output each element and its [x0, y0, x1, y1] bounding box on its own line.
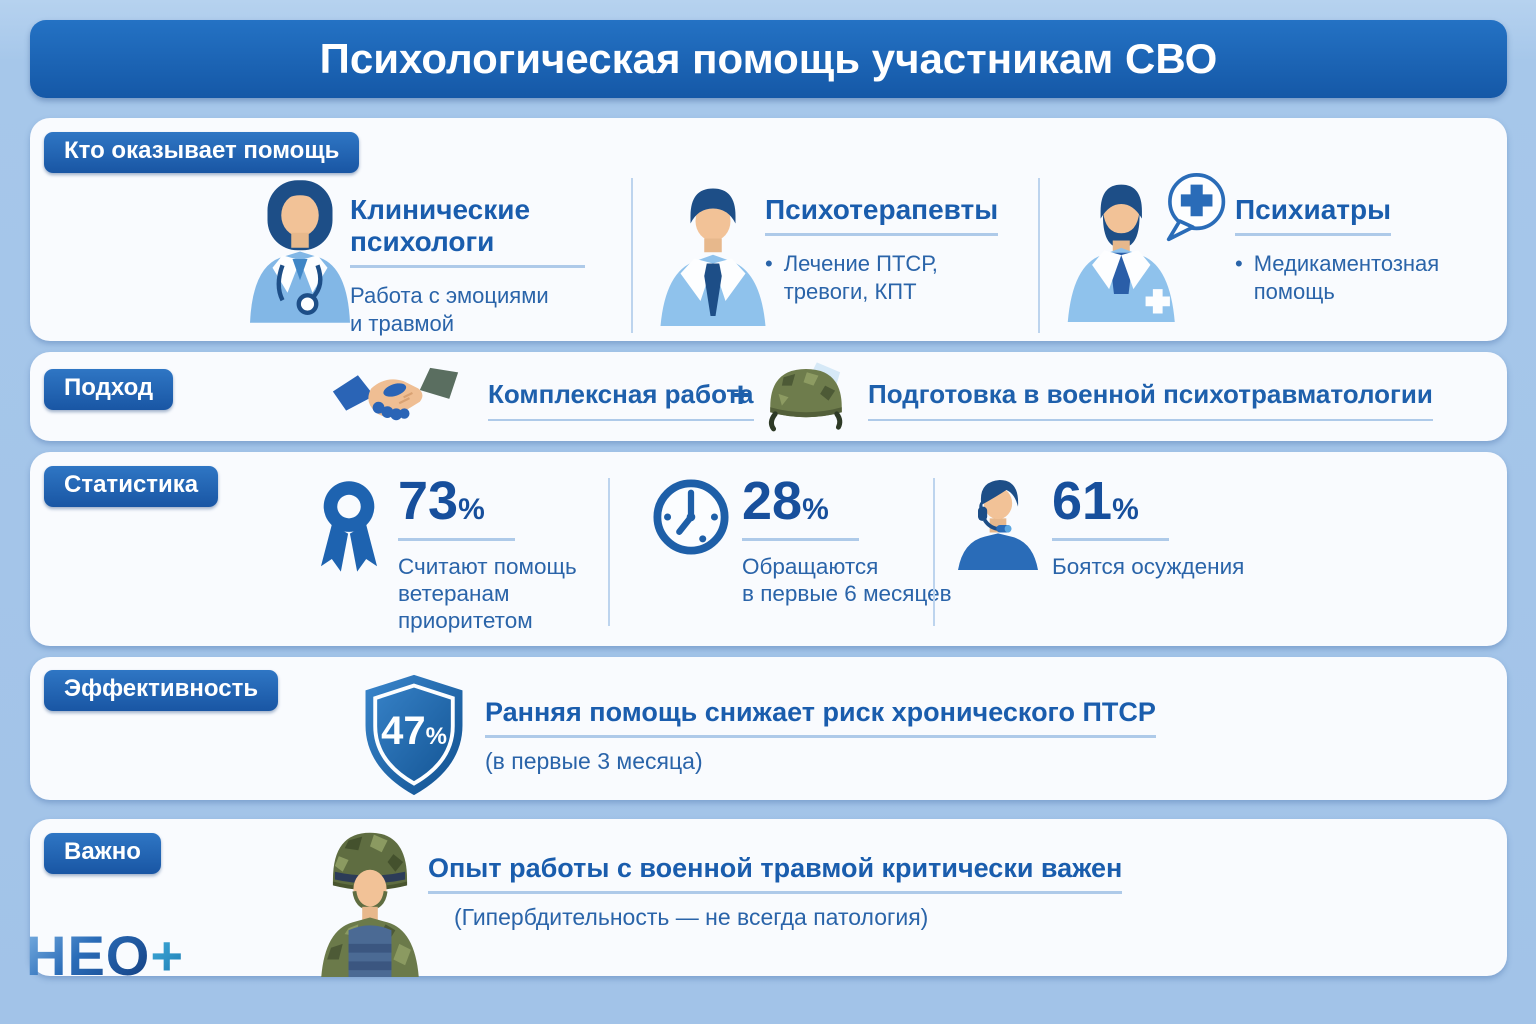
statistics-badge: Статистика [44, 466, 219, 507]
stat-value: 73 [398, 471, 459, 531]
approach-badge: Подход [44, 369, 174, 410]
provider-desc: Работа с эмоциями и травмой [350, 283, 549, 336]
approach-work-text: Комплексная работа [488, 379, 754, 421]
provider-desc: Лечение ПТСР, тревоги, КПТ [783, 251, 938, 304]
stat-caption: Боятся осуждения [1052, 554, 1245, 579]
stat-caption: Считают помощь ветеранам приоритетом [398, 554, 577, 633]
important-badge: Важно [44, 833, 161, 874]
stat-caption: Обращаются в первые 6 месяцев [742, 554, 952, 606]
important-heading: Опыт работы с военной травмой критически… [428, 853, 1123, 895]
approach-training-label: Подготовка в военной психотравматологии [868, 379, 1433, 421]
bullet-dot: • [1235, 251, 1243, 277]
section-providers: Кто оказывает помощь Клинические психоло… [30, 118, 1507, 341]
logo-text: НЕО [26, 924, 151, 987]
important-note: (Гипербдительность — не всегда патология… [454, 904, 929, 931]
shield-icon [355, 671, 473, 804]
shield-value-number: 47 [381, 709, 426, 753]
provider-item-1: Клинические психологи Работа с эмоциями … [350, 194, 585, 337]
male-doctor-icon [638, 176, 788, 331]
headset-person-icon [948, 470, 1048, 575]
plus-sign: + [730, 374, 752, 415]
effectiveness-heading: Ранняя помощь снижает риск хронического … [485, 697, 1156, 739]
divider [631, 178, 633, 333]
bullet-dot: • [765, 251, 773, 277]
provider-heading: Психотерапевты [765, 194, 999, 237]
provider-heading: Клинические психологи [350, 194, 585, 269]
bearded-doctor-cross-icon [1048, 170, 1231, 327]
section-statistics: Статистика 73% Считают помощь ветеранам … [30, 452, 1507, 646]
title-banner: Психологическая помощь участникам СВО [30, 20, 1507, 98]
important-heading-wrap: Опыт работы с военной травмой критически… [428, 853, 1123, 931]
stat-2: 28% Обращаются в первые 6 месяцев [742, 474, 952, 607]
shield-value-unit: % [425, 723, 447, 750]
effectiveness-badge: Эффективность [44, 670, 279, 711]
stat-3: 61% Боятся осуждения [1052, 474, 1244, 580]
effectiveness-heading-wrap: Ранняя помощь снижает риск хронического … [485, 697, 1156, 775]
divider [1038, 178, 1040, 333]
section-approach: Подход Комплексная работа + [30, 352, 1507, 441]
shield-value: 47% [355, 709, 473, 754]
provider-item-2: Психотерапевты • Лечение ПТСР, тревоги, … [765, 194, 1010, 305]
divider [608, 478, 610, 626]
stat-unit: % [458, 493, 485, 526]
military-helmet-icon [760, 359, 852, 443]
page-title: Психологическая помощь участникам СВО [319, 35, 1218, 82]
provider-heading: Психиатры [1235, 194, 1391, 237]
stat-value: 61 [1052, 471, 1113, 531]
female-doctor-icon [225, 170, 375, 328]
stat-1: 73% Считают помощь ветеранам приоритетом [398, 474, 577, 634]
section-effectiveness: Эффективность 47% Ранняя помощь снижает … [30, 657, 1507, 800]
clock-icon [648, 474, 734, 565]
stat-unit: % [802, 493, 829, 526]
stat-value: 28 [742, 471, 803, 531]
award-ribbon-icon [308, 474, 390, 583]
section-important: Важно [30, 819, 1507, 977]
stat-number: 73% [398, 474, 515, 541]
provider-desc-row: • Лечение ПТСР, тревоги, КПТ [765, 250, 1010, 305]
soldier-icon [292, 821, 448, 982]
approach-work-label: Комплексная работа [488, 379, 754, 421]
handshake-icon [318, 362, 473, 437]
provider-desc-row: • Медикаментозная помощь [1235, 250, 1485, 305]
stat-unit: % [1112, 493, 1139, 526]
provider-item-3: Психиатры • Медикаментозная помощь [1235, 194, 1485, 305]
approach-training-text: Подготовка в военной психотравматологии [868, 379, 1433, 421]
stat-number: 61% [1052, 474, 1169, 541]
provider-desc: Медикаментозная помощь [1253, 251, 1440, 304]
logo-plus-sign: + [150, 924, 185, 987]
effectiveness-note: (в первые 3 месяца) [485, 748, 703, 775]
logo-neo-plus: НЕО+ [26, 928, 184, 984]
divider [933, 478, 935, 626]
stat-number: 28% [742, 474, 859, 541]
providers-badge: Кто оказывает помощь [44, 132, 360, 173]
